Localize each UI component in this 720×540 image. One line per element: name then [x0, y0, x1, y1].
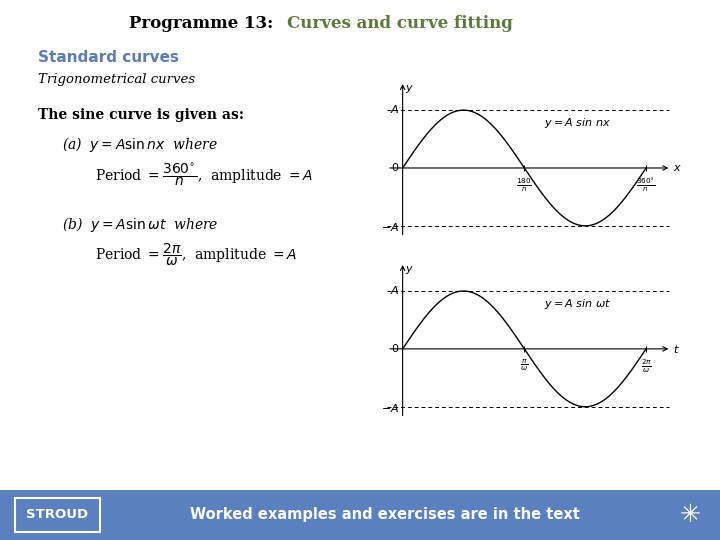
Text: $\frac{180}{n}$: $\frac{180}{n}$: [516, 177, 532, 194]
Text: Curves and curve fitting: Curves and curve fitting: [287, 16, 513, 32]
Text: $-A$: $-A$: [382, 221, 400, 233]
Text: $\frac{\pi}{\omega}$: $\frac{\pi}{\omega}$: [521, 357, 528, 373]
Text: $y$: $y$: [405, 264, 414, 276]
Text: $\frac{360°}{n}$: $\frac{360°}{n}$: [636, 177, 656, 194]
Text: $\frac{2\pi}{\omega}$: $\frac{2\pi}{\omega}$: [641, 357, 652, 375]
Bar: [15, 498, 100, 532]
Text: $0$: $0$: [391, 161, 400, 173]
Text: Worked examples and exercises are in the text: Worked examples and exercises are in the…: [190, 508, 580, 523]
Text: $A$: $A$: [390, 284, 400, 296]
Text: $x$: $x$: [673, 163, 682, 173]
Text: $-A$: $-A$: [382, 402, 400, 414]
Bar: [0, 490, 720, 540]
Text: Standard curves: Standard curves: [38, 50, 179, 64]
Text: Programme 13:: Programme 13:: [130, 16, 285, 32]
Text: Period $= \dfrac{2\pi}{\omega}$,  amplitude $= A$: Period $= \dfrac{2\pi}{\omega}$, amplitu…: [95, 242, 297, 268]
Text: $0$: $0$: [391, 342, 400, 354]
Text: (a)  $y = A\sin nx$  where: (a) $y = A\sin nx$ where: [62, 136, 218, 154]
Text: $y = A$ sin $\omega t$: $y = A$ sin $\omega t$: [544, 297, 611, 311]
Text: $t$: $t$: [673, 343, 680, 355]
Text: Period $= \dfrac{360^{\circ}}{n}$,  amplitude $= A$: Period $= \dfrac{360^{\circ}}{n}$, ampli…: [95, 161, 313, 188]
Text: STROUD: STROUD: [26, 509, 88, 522]
Text: $y = A$ sin $nx$: $y = A$ sin $nx$: [544, 116, 611, 130]
Text: (b)  $y = A\sin \omega t$  where: (b) $y = A\sin \omega t$ where: [62, 215, 219, 234]
Text: Trigonometrical curves: Trigonometrical curves: [38, 73, 195, 86]
Text: $y$: $y$: [405, 83, 414, 95]
Text: $A$: $A$: [390, 103, 400, 115]
Text: The sine curve is given as:: The sine curve is given as:: [38, 108, 244, 122]
Text: ✳: ✳: [680, 503, 701, 527]
